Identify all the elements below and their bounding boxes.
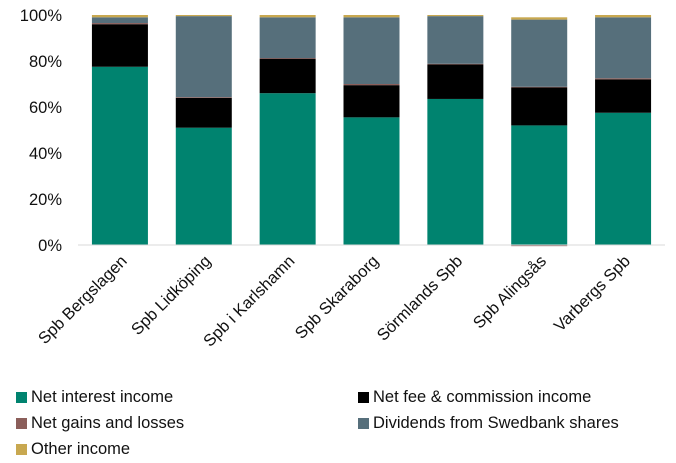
x-tick-label: Spb Lidköping [128, 252, 215, 339]
bar-segment-negative [511, 245, 568, 247]
bar-segment [427, 16, 484, 64]
legend-item: Net fee & commission income [358, 388, 591, 407]
y-tick-label: 20% [29, 191, 62, 209]
bar-segment [91, 17, 148, 24]
legend-swatch [16, 418, 27, 429]
legend-label: Other income [31, 440, 131, 458]
x-tick-label: Sörmlands Spb [374, 252, 466, 344]
bar-segment [511, 87, 568, 126]
x-tick-label: Varbergs Spb [551, 252, 634, 335]
bar-segment [595, 112, 652, 245]
bar-segment [427, 15, 484, 17]
y-tick-label: 100% [20, 7, 63, 25]
bar-segment [175, 16, 232, 98]
bar-segment [175, 97, 232, 128]
legend-item: Dividends from Swedbank shares [358, 414, 619, 433]
bar-segment [343, 84, 400, 86]
bar-segment [511, 86, 568, 88]
bar-segment [175, 97, 232, 98]
bar-segment [91, 23, 148, 25]
legend-label: Net gains and losses [31, 414, 185, 432]
legend-swatch [16, 444, 27, 455]
bar-segment [343, 17, 400, 84]
bar-segment [511, 17, 568, 20]
bar-segment [259, 15, 316, 18]
bar-segment [343, 15, 400, 18]
bar-segment [511, 125, 568, 245]
bar-segment [595, 78, 652, 80]
x-tick-label: Spb Bergslagen [35, 252, 131, 348]
legend-swatch [358, 392, 369, 403]
legend-label: Net interest income [31, 388, 174, 406]
bar-segment [259, 58, 316, 94]
bar-segment [91, 66, 148, 245]
bar-segment [595, 15, 652, 18]
bar-segment [91, 15, 148, 18]
bar-segment [427, 63, 484, 65]
plot-area [91, 15, 652, 247]
bar-segment [343, 117, 400, 245]
bar-segment [427, 64, 484, 99]
legend-item: Net interest income [16, 388, 173, 407]
y-tick-label: 80% [29, 53, 62, 71]
legend-label: Dividends from Swedbank shares [373, 414, 619, 432]
bar-segment [511, 19, 568, 87]
bar-segment [175, 15, 232, 17]
bar-segment [259, 17, 316, 59]
y-tick-label: 60% [29, 99, 62, 117]
bar-segment [175, 127, 232, 245]
x-tick-label: Spb Alingsås [470, 252, 550, 332]
x-tick-label: Spb i Karlshamn [200, 252, 298, 350]
y-tick-label: 0% [38, 237, 62, 255]
legend-swatch [358, 418, 369, 429]
bar-segment [595, 17, 652, 79]
y-axis: 0% 20% 40% 60% 80% 100% [20, 7, 63, 255]
bar-segment [259, 58, 316, 59]
x-tick-label: Spb Skaraborg [292, 252, 383, 343]
y-tick-label: 40% [29, 145, 62, 163]
legend-item: Net gains and losses [16, 414, 184, 433]
legend-item: Other income [16, 440, 130, 459]
bar-segment [343, 85, 400, 118]
bar-segment [427, 98, 484, 245]
bar-segment [259, 93, 316, 245]
bar-segment [91, 24, 148, 67]
bar-segment [595, 79, 652, 113]
legend-swatch [16, 392, 27, 403]
legend-label: Net fee & commission income [373, 388, 592, 406]
